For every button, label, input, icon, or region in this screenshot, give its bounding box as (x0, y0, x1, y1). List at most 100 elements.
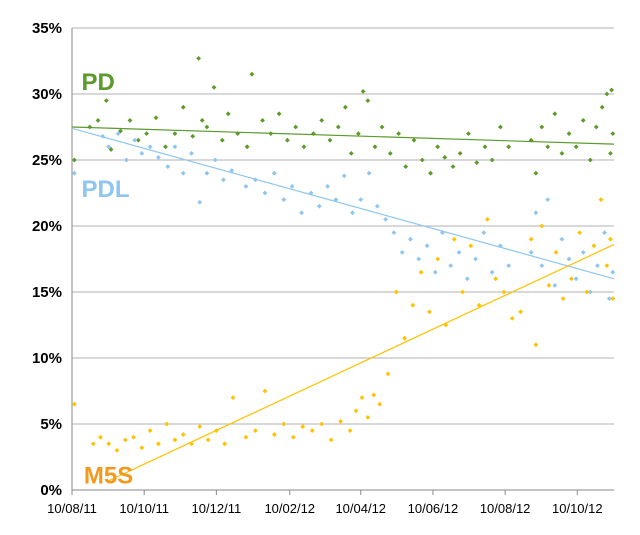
pd-point (403, 164, 409, 169)
pdl-point (602, 230, 607, 235)
pdl-point (533, 210, 539, 216)
x-tick-label: 10/08/12 (480, 501, 531, 516)
pd-point (428, 170, 433, 176)
pdl-point (566, 256, 572, 262)
pdl-point (212, 157, 218, 163)
m5s-point (610, 296, 616, 301)
pd-point (211, 85, 217, 90)
m5s-point (568, 276, 574, 282)
pd-point (199, 118, 205, 123)
pd-point (335, 124, 341, 130)
pdl-point (497, 243, 503, 249)
pd-point (118, 128, 123, 134)
pd-point (506, 144, 512, 150)
pd-point (284, 137, 290, 143)
pd-point (190, 133, 196, 139)
m5s-point (98, 434, 103, 440)
pd-point (71, 157, 77, 163)
m5s-trendline (108, 243, 615, 482)
pdl-point (172, 144, 178, 150)
pd-point (293, 124, 299, 130)
pdl-point (580, 250, 586, 255)
pdl-point (440, 230, 445, 235)
pdl-series-label: PDL (82, 176, 130, 203)
pd-point (311, 131, 316, 136)
m5s-point (338, 418, 344, 424)
pdl-point (139, 151, 145, 156)
m5s-point (114, 448, 120, 453)
pdl-point (243, 184, 249, 189)
pdl-point (464, 276, 470, 282)
pd-point (327, 137, 333, 143)
pd-point (379, 124, 385, 130)
y-tick-label: 35% (32, 20, 62, 37)
pd-point (127, 118, 133, 123)
m5s-point (180, 432, 186, 437)
m5s-point (243, 434, 249, 440)
pd-point (450, 164, 456, 169)
pd-point (533, 170, 539, 176)
m5s-point (591, 243, 597, 249)
m5s-point (560, 296, 566, 301)
pd-trendline (71, 126, 615, 145)
x-tick-label: 10/12/11 (192, 501, 242, 516)
m5s-point (90, 441, 96, 447)
pdl-point (606, 296, 612, 301)
m5s-point (365, 415, 371, 420)
m5s-point (393, 289, 399, 295)
m5s-point (262, 388, 268, 394)
m5s-point (451, 236, 457, 242)
pdl-point (253, 177, 258, 183)
m5s-point (271, 432, 277, 437)
y-tick-label: 5% (40, 416, 62, 433)
pdl-point (106, 144, 112, 150)
pdl-point (424, 243, 430, 249)
pd-point (87, 124, 93, 130)
m5s-point (213, 428, 219, 433)
pdl-point (308, 190, 314, 196)
series-labels: PD PDL M5S (82, 69, 134, 489)
pdl-trendline (71, 127, 615, 280)
pd-point (372, 144, 378, 150)
pd-point (573, 144, 579, 150)
m5s-point (290, 434, 296, 440)
m5s-point (528, 236, 534, 242)
pdl-point (165, 164, 171, 169)
pd-point (599, 104, 605, 110)
pdl-point (408, 236, 413, 242)
pdl-point (473, 256, 478, 262)
m5s-point (577, 230, 583, 235)
pdl-point (229, 168, 235, 173)
pd-point (419, 157, 425, 163)
pd-point (225, 111, 231, 117)
pdl-point (559, 236, 565, 242)
m5s-point (139, 445, 145, 451)
pd-point (319, 118, 325, 123)
x-tick-label: 10/08/11 (47, 501, 97, 516)
y-axis-ticks: 0% 5% 10% 15% 20% 25% 30% 35% (32, 20, 62, 499)
pdl-point (374, 203, 380, 209)
m5s-point (509, 316, 515, 321)
m5s-point (608, 236, 613, 242)
m5s-point (300, 424, 306, 430)
m5s-point (598, 197, 604, 202)
m5s-series-label: M5S (84, 462, 133, 489)
m5s-point (309, 428, 315, 433)
pdl-point (506, 263, 512, 268)
pdl-point (299, 210, 304, 216)
pd-point (219, 137, 225, 143)
m5s-point (147, 428, 153, 433)
pdl-point (573, 276, 579, 282)
pd-point (365, 98, 371, 103)
m5s-point (546, 283, 552, 288)
m5s-point (553, 250, 559, 255)
m5s-point (402, 335, 407, 341)
pd-point (497, 124, 503, 130)
m5s-point (122, 437, 128, 443)
pdl-point (456, 250, 462, 255)
m5s-point (253, 428, 258, 433)
pd-point (539, 124, 545, 130)
m5s-point (172, 437, 178, 443)
pd-point (172, 131, 178, 136)
